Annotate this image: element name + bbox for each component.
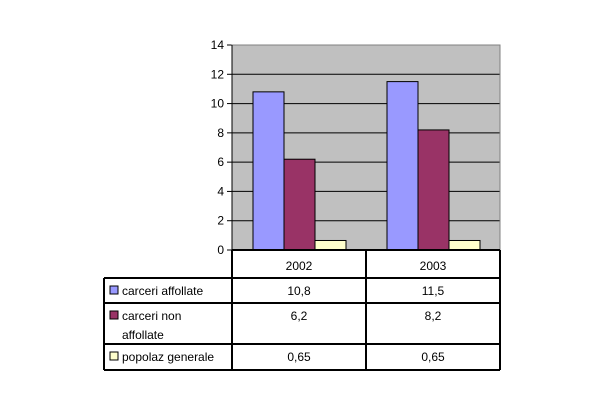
legend-label: popolaz generale: [122, 350, 214, 364]
bar-popolaz-generale-2003: [448, 239, 481, 251]
y-tick-label: 2: [217, 214, 224, 228]
legend-key-carceri-non-affollate: [109, 310, 119, 320]
legend-key-carceri-affollate: [109, 285, 119, 295]
data-label: 8,2: [425, 309, 442, 323]
y-tick-label: 0: [217, 243, 224, 257]
y-tick-label: 12: [211, 67, 225, 81]
y-tick-label: 6: [217, 155, 224, 169]
bar-carceri-non-affollate-2003: [417, 129, 450, 251]
y-tick-label: 4: [217, 184, 224, 198]
data-label: 11,5: [422, 284, 445, 298]
bar-popolaz-generale-2002: [314, 239, 347, 251]
legend-label: carceri non: [122, 309, 181, 323]
bar-carceri-non-affollate-2002: [283, 158, 316, 251]
y-tick-label: 10: [211, 97, 225, 111]
legend-key-popolaz-generale: [109, 351, 119, 361]
data-table: 2002 2003 carceri affollate 10,8 11,5 carceri…: [103, 249, 501, 371]
data-label: 6,2: [291, 309, 308, 323]
x-tick-label: 2002: [286, 259, 313, 273]
y-tick-label: 14: [211, 38, 225, 52]
data-label: 0,65: [287, 350, 311, 364]
y-tick-label: 8: [217, 126, 224, 140]
legend-label: carceri affollate: [122, 284, 203, 298]
legend-label: affollate: [122, 328, 164, 342]
bar-carceri-affollate-2002: [252, 91, 285, 251]
bar-carceri-affollate-2003: [386, 81, 419, 251]
data-label: 10,8: [287, 284, 311, 298]
x-tick-label: 2003: [420, 259, 447, 273]
data-label: 0,65: [421, 350, 445, 364]
